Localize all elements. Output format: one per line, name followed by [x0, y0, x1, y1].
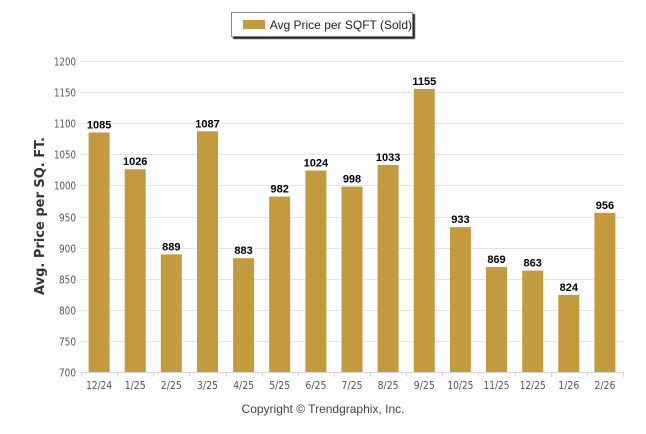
x-tick-label: 3/25	[197, 379, 218, 392]
data-label: 1087	[195, 118, 219, 130]
data-label: 982	[271, 184, 289, 196]
y-axis-label: Avg. Price per SQ. FT.	[33, 137, 48, 295]
x-tick-label: 5/25	[269, 379, 290, 392]
bar	[594, 212, 616, 372]
bar	[197, 131, 218, 372]
x-tick-label: 4/25	[233, 379, 254, 392]
data-label: 1085	[87, 120, 111, 132]
y-tick-label: 1150	[54, 87, 76, 100]
y-tick-label: 1100	[54, 118, 76, 131]
data-labels: 1085 1026 889 1087 883 982 1024 998 1033 1155 933 8…	[87, 76, 614, 294]
x-tick-label: 11/25	[484, 379, 510, 392]
data-label: 933	[451, 214, 469, 226]
y-tick-label: 950	[59, 212, 76, 225]
y-tick-label: 1000	[54, 180, 76, 193]
data-label: 883	[234, 245, 252, 257]
y-tick-label: 700	[59, 367, 76, 380]
bar	[558, 294, 580, 372]
copyright-text: Copyright © Trendgraphix, Inc.	[241, 402, 405, 416]
bar	[269, 196, 291, 372]
y-axis-ticks: 700 750 800 850 900 950 1000 1050 1100 1150 1200	[54, 56, 76, 380]
y-tick-label: 1050	[54, 149, 76, 162]
bar	[486, 266, 507, 372]
bar	[88, 132, 110, 372]
y-tick-label: 1200	[54, 56, 76, 69]
y-tick-label: 800	[59, 305, 76, 318]
x-tick-label: 12/25	[520, 379, 546, 392]
x-tick-label: 10/25	[447, 379, 473, 392]
x-tick-label: 12/24	[86, 379, 112, 392]
bar	[341, 186, 363, 372]
bar	[522, 270, 544, 372]
data-label: 998	[343, 174, 361, 186]
x-tick-label: 1/26	[558, 379, 579, 392]
x-tick-label: 9/25	[414, 379, 435, 392]
x-tick-label: 2/25	[161, 379, 182, 392]
data-label: 1026	[123, 156, 147, 168]
x-tick-label: 8/25	[378, 379, 399, 392]
data-label: 956	[596, 200, 614, 212]
data-label: 889	[162, 241, 180, 253]
bar	[377, 164, 399, 372]
bar	[413, 89, 435, 372]
bar	[160, 254, 182, 372]
bar	[233, 258, 255, 372]
x-axis: 12/24 1/25 2/25 3/25 4/25 5/25 6/25 7/25 8/25 9/2…	[81, 372, 624, 392]
y-tick-label: 750	[59, 336, 76, 349]
x-tick-label: 7/25	[342, 379, 363, 392]
bar	[449, 227, 471, 372]
chart-legend: Avg Price per SQFT (Sold)	[231, 12, 413, 37]
data-label: 1033	[376, 152, 400, 164]
legend-swatch	[243, 20, 265, 29]
data-label: 1155	[412, 76, 436, 88]
bar	[305, 170, 327, 372]
x-tick-label: 1/25	[125, 379, 146, 392]
data-label: 824	[560, 282, 579, 294]
legend-label: Avg Price per SQFT (Sold)	[269, 17, 412, 32]
data-label: 869	[487, 254, 505, 266]
y-tick-label: 900	[59, 243, 76, 256]
bars	[88, 89, 616, 372]
x-tick-label: 6/25	[305, 379, 326, 392]
bar	[124, 169, 146, 372]
x-tick-label: 2/26	[594, 379, 615, 392]
y-tick-label: 850	[59, 274, 76, 287]
data-label: 1024	[304, 158, 329, 170]
data-label: 863	[524, 258, 542, 270]
